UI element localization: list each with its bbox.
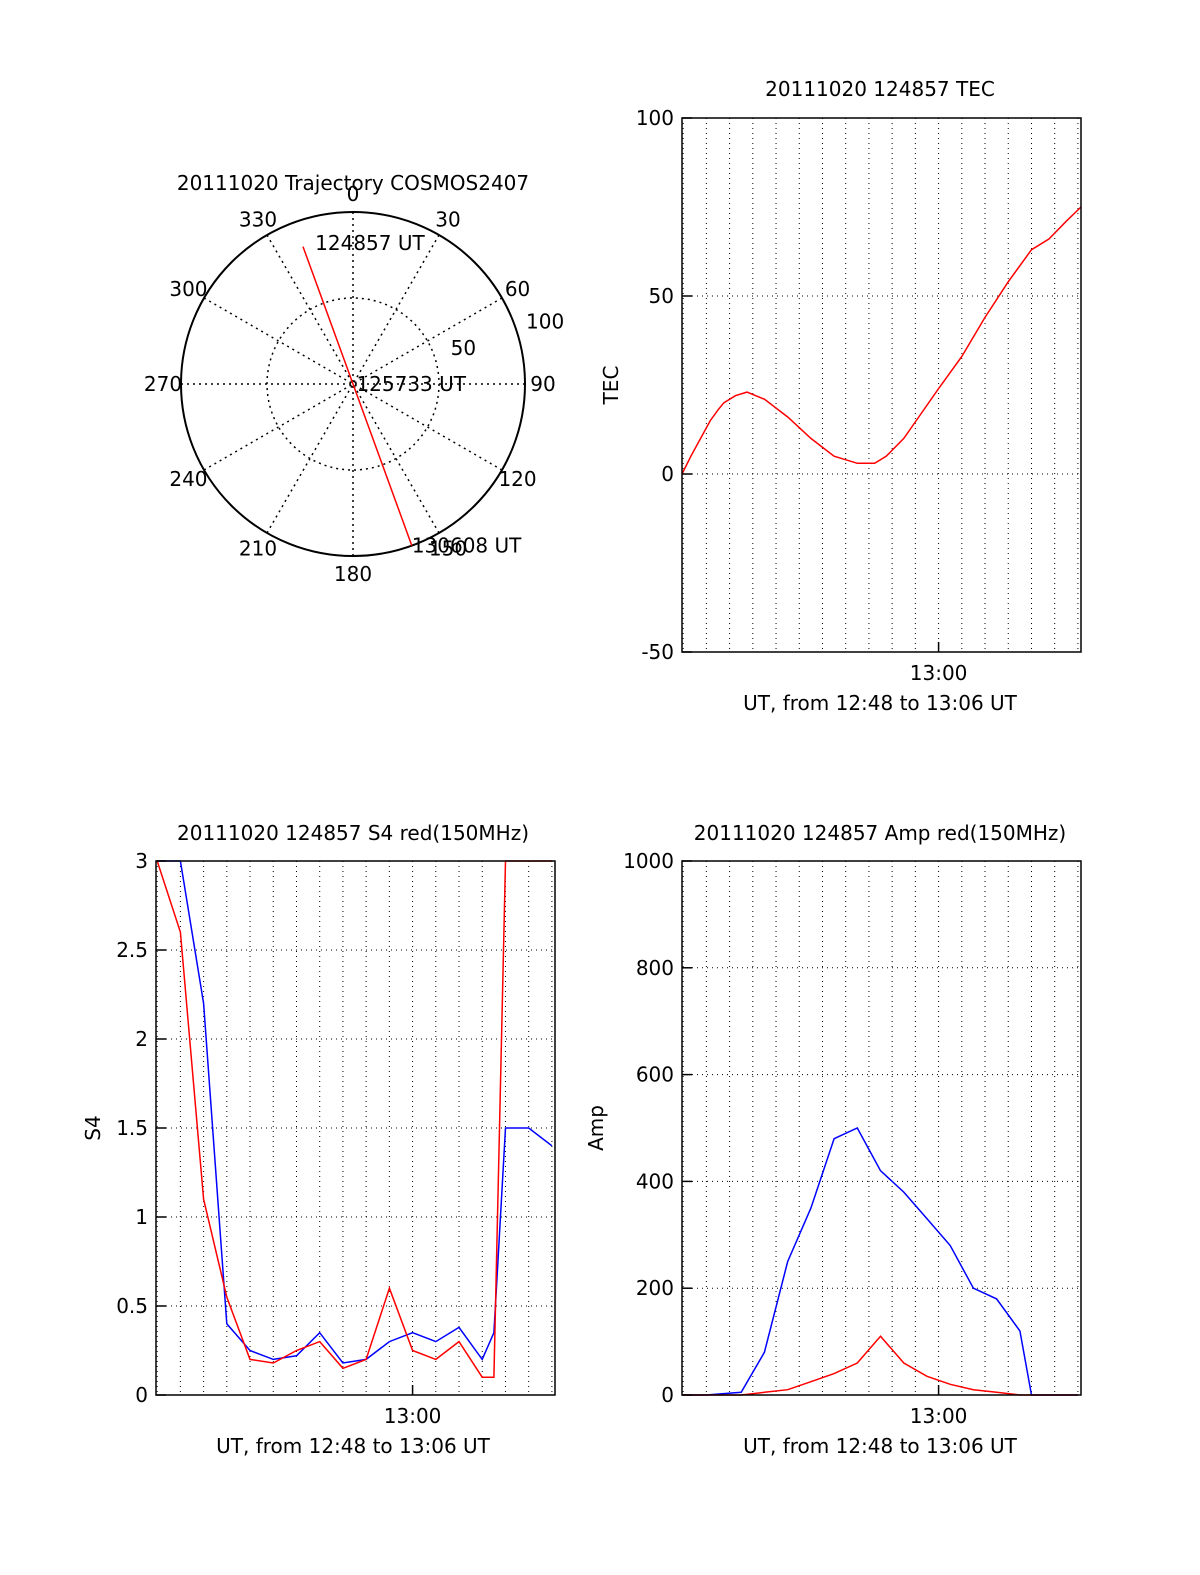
series-line-0 [683, 1127, 1078, 1396]
polar-radius-label: 100 [526, 310, 564, 334]
polar-angle-label: 300 [169, 277, 207, 301]
series-line-0 [681, 206, 1082, 475]
y-tick-label: 100 [636, 106, 674, 130]
y-tick-label: 2 [135, 1027, 148, 1051]
polar-trajectory-panel: 20111020 Trajectory COSMOS2407 0 30 60 90 12… [144, 171, 564, 586]
y-tick-label: 3 [135, 849, 148, 873]
y-tick-label: 400 [636, 1169, 674, 1193]
y-tick-label: 1.5 [116, 1116, 148, 1140]
series-line-0 [157, 860, 553, 1364]
polar-angle-label: 270 [144, 372, 182, 396]
polar-angle-label: 330 [239, 207, 277, 231]
plot-frame [681, 860, 1082, 1396]
amp-panel: 20111020 124857 Amp red(150MHz) UT, from… [584, 821, 1082, 1458]
polar-grid [180, 211, 526, 557]
series-line-1 [683, 1335, 1078, 1396]
x-ticks: 13:00 [910, 1385, 968, 1428]
x-tick-label: 13:00 [910, 1404, 968, 1428]
y-tick-label: 600 [636, 1063, 674, 1087]
y-tick-label: 0 [661, 1383, 674, 1407]
s4-xlabel: UT, from 12:48 to 13:06 UT [216, 1434, 491, 1458]
tec-xlabel: UT, from 12:48 to 13:06 UT [743, 691, 1018, 715]
amp-ylabel: Amp [584, 1105, 608, 1151]
polar-angle-label: 240 [169, 467, 207, 491]
x-ticks: 13:00 [384, 1385, 442, 1428]
polar-angle-label: 60 [505, 277, 530, 301]
x-ticks: 13:00 [910, 642, 968, 685]
polar-angle-label: 180 [334, 562, 372, 586]
y-tick-label: -50 [641, 640, 674, 664]
polar-angle-label: 210 [239, 537, 277, 561]
plot-grid [682, 117, 1081, 653]
polar-time-annotation: 124857 UT [315, 231, 425, 255]
amp-title: 20111020 124857 Amp red(150MHz) [694, 821, 1066, 845]
polar-trajectory-line [302, 246, 413, 546]
tec-ylabel: TEC [599, 366, 623, 406]
plot-frame [681, 117, 1082, 653]
polar-angle-label: 120 [498, 467, 536, 491]
y-ticks: -50 0 50 100 [636, 106, 692, 664]
polar-angle-label: 0 [347, 182, 360, 206]
polar-time-annotation: 125733 UT [356, 372, 466, 396]
s4-ylabel: S4 [81, 1115, 105, 1140]
y-ticks: 0 200 400 600 800 1000 [623, 849, 692, 1407]
polar-title: 20111020 Trajectory COSMOS2407 [177, 171, 529, 195]
y-tick-label: 1 [135, 1205, 148, 1229]
trajectory-line [302, 246, 413, 546]
tec-title: 20111020 124857 TEC [765, 77, 995, 101]
polar-time-annotation: 130608 UT [412, 534, 522, 558]
polar-angle-labels: 0 30 60 90 120 150 180 210 240 270 300 330 [144, 182, 556, 586]
polar-angle-label: 90 [530, 372, 555, 396]
plot-series [683, 1127, 1078, 1396]
y-ticks: 0 0.5 1 1.5 2 2.5 3 [116, 849, 166, 1407]
s4-panel: 20111020 124857 S4 red(150MHz) UT, from … [81, 821, 556, 1458]
y-tick-label: 800 [636, 956, 674, 980]
y-tick-label: 0 [661, 462, 674, 486]
y-tick-label: 50 [649, 284, 674, 308]
series-line-1 [156, 860, 552, 1378]
y-tick-label: 2.5 [116, 938, 148, 962]
y-tick-label: 0.5 [116, 1294, 148, 1318]
polar-radius-labels: 50 100 [451, 310, 565, 361]
amp-xlabel: UT, from 12:48 to 13:06 UT [743, 1434, 1018, 1458]
polar-angle-label: 30 [435, 207, 460, 231]
y-tick-label: 200 [636, 1276, 674, 1300]
tec-panel: 20111020 124857 TEC UT, from 12:48 to 13… [599, 77, 1082, 715]
polar-angle-label: 150 [429, 537, 467, 561]
polar-annotations: 124857 UT 125733 UT 130608 UT [315, 231, 522, 558]
s4-title: 20111020 124857 S4 red(150MHz) [177, 821, 529, 845]
x-tick-label: 13:00 [384, 1404, 442, 1428]
plot-grid [682, 860, 1081, 1396]
y-tick-label: 1000 [623, 849, 674, 873]
plot-series [156, 860, 553, 1378]
x-tick-label: 13:00 [910, 661, 968, 685]
plot-series [681, 206, 1082, 475]
polar-radius-label: 50 [451, 336, 476, 360]
y-tick-label: 0 [135, 1383, 148, 1407]
